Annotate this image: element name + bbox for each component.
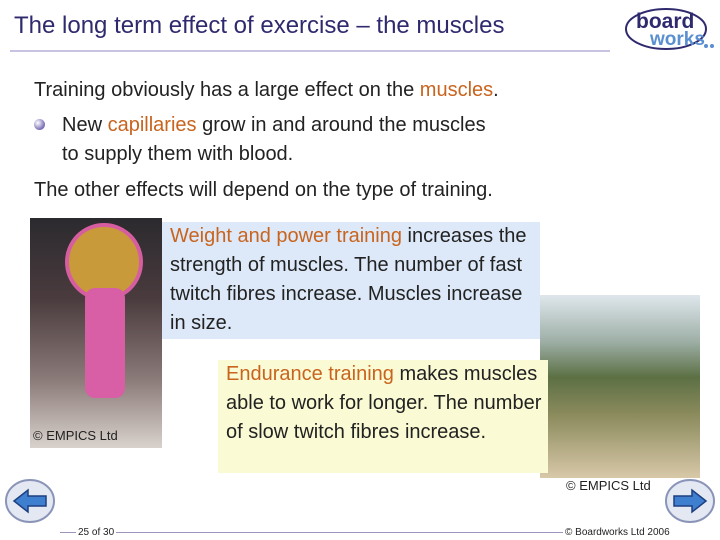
box-text: increases the strength of muscles. The n… xyxy=(170,225,527,334)
photo xyxy=(30,218,162,448)
logo: board works xyxy=(625,8,714,50)
page-number: 25 of 30 xyxy=(76,527,117,538)
text: New xyxy=(62,114,108,136)
header-rule xyxy=(10,50,610,52)
bullet-text: New capillaries grow in and around the m… xyxy=(62,111,502,169)
prev-button[interactable] xyxy=(4,478,56,524)
box-heading: Weight and power training xyxy=(170,225,402,247)
box-text: makes muscles able to work for longer. T… xyxy=(226,363,542,443)
info-box: Weight and power training increases the … xyxy=(162,222,540,339)
other-text: The other effects will depend on the typ… xyxy=(34,179,493,201)
photo-credit: © EMPICS Ltd xyxy=(566,478,651,493)
text: grow in and around the muscles to supply… xyxy=(62,114,486,165)
text: Training obviously has a large effect on… xyxy=(34,79,420,101)
box-heading: Endurance training xyxy=(226,363,394,385)
footer-rule xyxy=(60,532,660,533)
next-button[interactable] xyxy=(664,478,716,524)
copyright: © Boardworks Ltd 2006 xyxy=(563,527,672,538)
keyword: muscles xyxy=(419,79,494,101)
bullet-dot xyxy=(34,119,45,130)
info-box: Endurance training makes muscles able to… xyxy=(218,360,548,473)
intro: Training obviously has a large effect on… xyxy=(34,76,674,105)
photo-credit: © EMPICS Ltd xyxy=(33,428,118,443)
title: The long term effect of exercise – the m… xyxy=(14,12,505,39)
photo-shape xyxy=(85,288,125,398)
keyword: capillaries xyxy=(107,114,197,136)
text: . xyxy=(493,79,499,101)
logo-board: board xyxy=(636,10,694,33)
photo xyxy=(540,295,700,478)
logo-works: works xyxy=(649,29,705,50)
